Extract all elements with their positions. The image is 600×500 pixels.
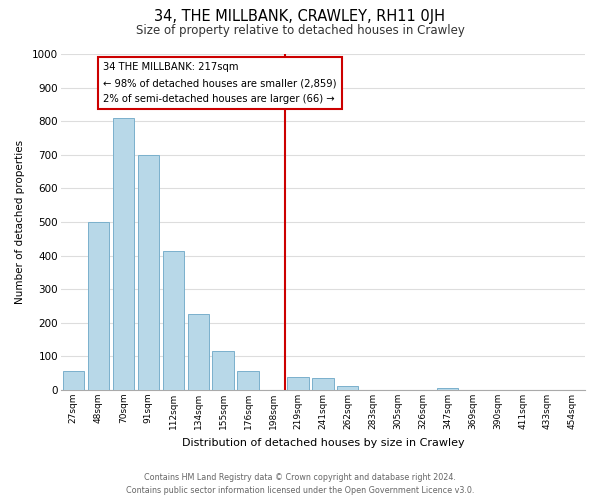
Bar bbox=[188, 314, 209, 390]
Bar bbox=[137, 155, 159, 390]
Y-axis label: Number of detached properties: Number of detached properties bbox=[15, 140, 25, 304]
Bar bbox=[88, 222, 109, 390]
Bar bbox=[113, 118, 134, 390]
Text: 34, THE MILLBANK, CRAWLEY, RH11 0JH: 34, THE MILLBANK, CRAWLEY, RH11 0JH bbox=[155, 9, 445, 24]
Bar bbox=[163, 250, 184, 390]
Bar bbox=[212, 352, 233, 390]
Text: 34 THE MILLBANK: 217sqm
← 98% of detached houses are smaller (2,859)
2% of semi-: 34 THE MILLBANK: 217sqm ← 98% of detache… bbox=[103, 62, 337, 104]
Bar bbox=[287, 376, 308, 390]
Text: Size of property relative to detached houses in Crawley: Size of property relative to detached ho… bbox=[136, 24, 464, 37]
Bar bbox=[63, 371, 84, 390]
Bar bbox=[313, 378, 334, 390]
Bar bbox=[337, 386, 358, 390]
Text: Contains HM Land Registry data © Crown copyright and database right 2024.
Contai: Contains HM Land Registry data © Crown c… bbox=[126, 473, 474, 495]
Bar bbox=[437, 388, 458, 390]
X-axis label: Distribution of detached houses by size in Crawley: Distribution of detached houses by size … bbox=[182, 438, 464, 448]
Bar bbox=[238, 371, 259, 390]
